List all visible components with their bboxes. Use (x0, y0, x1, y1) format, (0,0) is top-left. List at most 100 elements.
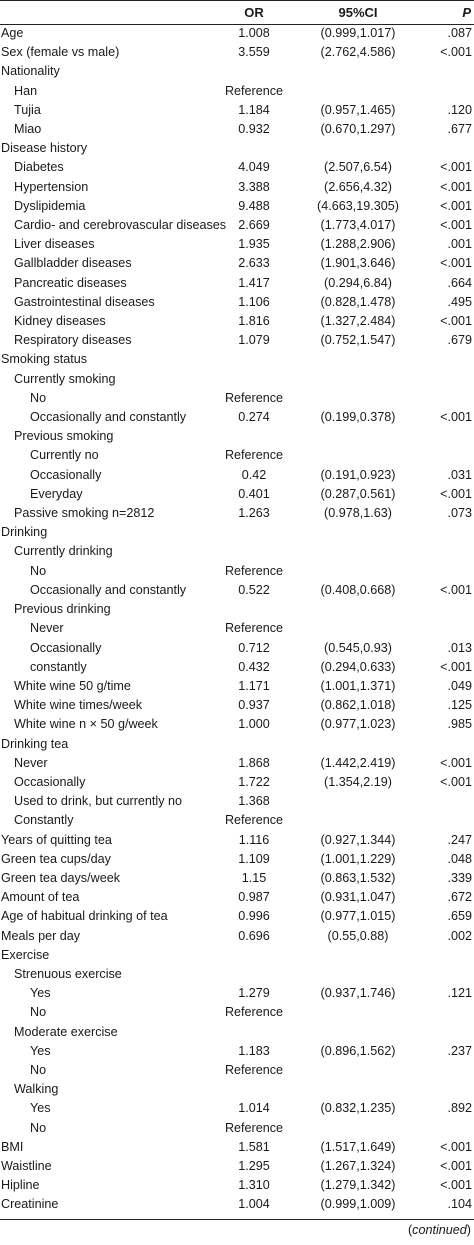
row-ci (294, 1061, 422, 1080)
row-ci: (1.901,3.646) (320, 256, 396, 271)
row-label: BMI (1, 1139, 24, 1154)
row-ci (294, 1119, 422, 1138)
row-ci: (1.001,1.229) (320, 851, 396, 866)
row-label: Kidney diseases (14, 314, 106, 329)
table-row: Yes 1.279 (0.937,1.746) .121 (0, 984, 474, 1003)
row-p (422, 735, 474, 754)
table-header: OR 95%CI P (0, 0, 474, 24)
row-label: Strenuous exercise (14, 966, 122, 981)
table-row: Drinking tea (0, 735, 474, 754)
table-row: Green tea days/week 1.15 (0.863,1.532) .339 (0, 869, 474, 888)
row-ci: (0.408,0.668) (320, 582, 396, 597)
row-p (422, 446, 474, 465)
row-label: Constantly (14, 813, 74, 828)
row-label: Yes (30, 1101, 51, 1116)
table-row: Age 1.008 (0.999,1.017) .087 (0, 24, 474, 43)
header-label (0, 0, 214, 24)
row-label: Never (30, 621, 64, 636)
row-p: <.001 (440, 774, 472, 789)
table-row: Drinking (0, 523, 474, 542)
row-or: 1.295 (238, 1158, 270, 1173)
row-ci: (0.931,1.047) (320, 890, 396, 905)
row-or (214, 370, 294, 389)
row-label: No (30, 390, 47, 405)
row-ci: (0.832,1.235) (320, 1101, 396, 1116)
row-or: 1.279 (238, 986, 270, 1001)
continued-note: (continued) (407, 1223, 471, 1237)
row-label: Respiratory diseases (14, 333, 132, 348)
table-row: Age of habitual drinking of tea 0.996 (0.9… (0, 907, 474, 926)
row-ci: (4.663,19.305) (317, 198, 399, 213)
table-row: No Reference (0, 389, 474, 408)
row-label: Currently no (30, 448, 99, 463)
row-or: 0.937 (238, 698, 270, 713)
table-row: Previous smoking (0, 427, 474, 446)
row-label: No (30, 1005, 47, 1020)
row-or: 2.669 (238, 218, 270, 233)
row-ci: (0.863,1.532) (320, 870, 396, 885)
row-or: 1.310 (238, 1178, 270, 1193)
row-or (214, 1023, 294, 1042)
row-or: 0.274 (238, 410, 270, 425)
table-row: No Reference (0, 562, 474, 581)
table-row: White wine 50 g/time 1.171 (1.001,1.371) .0… (0, 677, 474, 696)
row-label: Hypertension (14, 179, 89, 194)
row-or: 0.696 (238, 928, 270, 943)
row-label: Yes (30, 986, 51, 1001)
table-row: Yes 1.183 (0.896,1.562) .237 (0, 1042, 474, 1061)
table-row: Nationality (0, 62, 474, 81)
row-or: 1.008 (238, 26, 270, 40)
table-row: constantly 0.432 (0.294,0.633) <.001 (0, 658, 474, 677)
row-label: Amount of tea (1, 890, 80, 905)
table-row: Years of quitting tea 1.116 (0.927,1.344).… (0, 831, 474, 850)
row-p: <.001 (440, 1139, 472, 1154)
row-ci: (0.294,6.84) (324, 275, 392, 290)
row-or: 0.987 (238, 890, 270, 905)
row-p: .985 (447, 717, 472, 732)
row-or: 1.722 (238, 774, 270, 789)
row-or: 1.106 (238, 294, 270, 309)
row-or: 1.184 (238, 102, 270, 117)
row-p: .104 (447, 1197, 472, 1212)
row-label: constantly (30, 659, 87, 674)
row-label: Creatinine (1, 1197, 59, 1212)
row-label: Drinking tea (1, 736, 69, 751)
row-p: .892 (447, 1101, 472, 1116)
table-row: Occasionally and constantly 0.522 (0.408,0… (0, 581, 474, 600)
row-ci (294, 542, 422, 561)
row-p: .679 (447, 333, 472, 348)
row-p: .073 (447, 506, 472, 521)
row-p (422, 542, 474, 561)
row-or: 1.004 (238, 1197, 270, 1212)
table-row: Currently smoking (0, 370, 474, 389)
table-row: Kidney diseases 1.816 (1.327,2.484) <.001 (0, 312, 474, 331)
row-p (422, 1119, 474, 1138)
table-row: Gastrointestinal diseases 1.106 (0.828,1.4… (0, 293, 474, 312)
row-label: Nationality (1, 64, 60, 79)
table-row: Exercise (0, 946, 474, 965)
row-or (214, 139, 294, 158)
top-rule (0, 0, 474, 1)
row-ci (294, 139, 422, 158)
row-label: Sex (female vs male) (1, 45, 120, 60)
table-row: Passive smoking n=2812 1.263 (0.978,1.63).… (0, 504, 474, 523)
row-ci (294, 389, 422, 408)
row-or (214, 62, 294, 81)
row-ci (294, 370, 422, 389)
row-or: 4.049 (238, 160, 270, 175)
row-ci: (0.977,1.023) (320, 717, 396, 732)
row-ci (294, 446, 422, 465)
row-or (214, 965, 294, 984)
row-p (422, 562, 474, 581)
table-row: Never Reference (0, 619, 474, 638)
header-ci: 95%CI (338, 4, 378, 20)
row-p (422, 965, 474, 984)
table-row: Moderate exercise (0, 1023, 474, 1042)
row-ci: (2.762,4.586) (320, 45, 396, 60)
row-p (422, 370, 474, 389)
row-ci: (1.354,2.19) (324, 774, 392, 789)
row-label: White wine 50 g/time (14, 678, 131, 693)
row-p: .048 (447, 851, 472, 866)
row-label: Diabetes (14, 160, 64, 175)
row-label: Currently drinking (14, 544, 113, 559)
